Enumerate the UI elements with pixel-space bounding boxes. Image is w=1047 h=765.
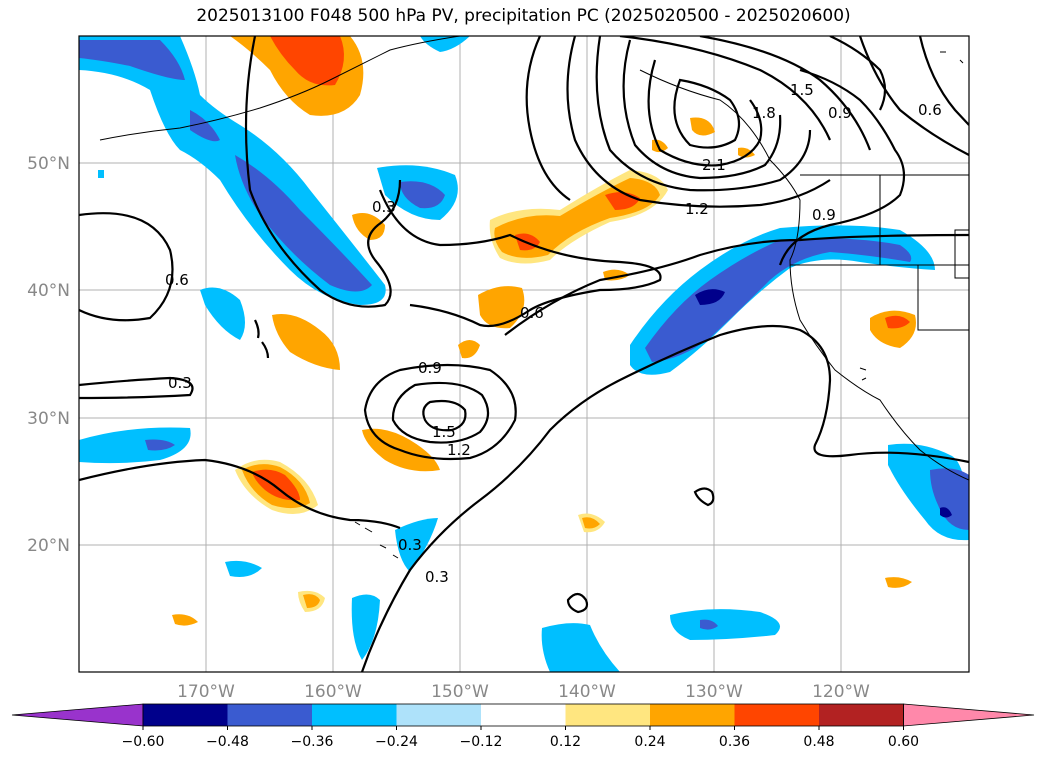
gridlines (79, 36, 969, 672)
latitude-labels: 50°N 40°N 30°N 20°N (27, 154, 70, 556)
contour-label: 0.3 (398, 536, 422, 554)
contour-label: 0.3 (425, 568, 449, 586)
map-frame (78, 35, 970, 673)
contour-label: 1.5 (790, 81, 814, 99)
contour-label: 0.9 (418, 359, 442, 377)
lat-label: 20°N (27, 536, 70, 556)
colorbar-tick-label: −0.24 (375, 734, 418, 750)
colorbar: −0.60 −0.48 −0.36 −0.24 −0.12 0.12 0.24 0.36 0.4… (11, 703, 1035, 750)
colorbar-segment (819, 704, 904, 726)
lon-label: 150°W (431, 682, 489, 702)
contour-label: 0.6 (918, 101, 942, 119)
coastlines (99, 36, 969, 559)
pv-contours (79, 36, 969, 672)
colorbar-segment (650, 704, 735, 726)
colorbar-extend-min (11, 703, 144, 727)
contour-label: 1.5 (432, 423, 456, 441)
contour-label: 0.6 (520, 304, 544, 322)
colorbar-segment (481, 704, 566, 726)
lon-label: 120°W (812, 682, 870, 702)
lon-label: 130°W (685, 682, 743, 702)
contour-label: 1.8 (752, 104, 776, 122)
colorbar-outline (142, 703, 904, 727)
lat-label: 50°N (27, 154, 70, 174)
colorbar-tick-label: 0.36 (719, 734, 750, 750)
colorbar-tick-label: −0.60 (122, 734, 165, 750)
colorbar-tick-label: 0.24 (634, 734, 665, 750)
colorbar-segment (396, 704, 481, 726)
colorbar-extend-max (903, 703, 1035, 727)
contour-label: 1.2 (447, 441, 471, 459)
colorbar-tick-label: −0.36 (291, 734, 334, 750)
lat-label: 40°N (27, 281, 70, 301)
contour-label: 0.3 (372, 198, 396, 216)
colorbar-segment (143, 704, 228, 726)
longitude-labels: 170°W 160°W 150°W 140°W 130°W 120°W (177, 682, 870, 702)
contour-label: 1.2 (685, 200, 709, 218)
map-title: 2025013100 F048 500 hPa PV, precipitatio… (196, 6, 851, 26)
colorbar-tick-label: 0.60 (888, 734, 919, 750)
colorbar-segment (227, 704, 312, 726)
lat-label: 30°N (27, 409, 70, 429)
contour-label-group: 0.6 0.3 0.3 0.9 1.5 1.2 0.6 0.3 0.3 1.2 … (165, 81, 942, 586)
lon-label: 170°W (177, 682, 235, 702)
colorbar-tick-label: 0.48 (803, 734, 834, 750)
lon-label: 160°W (304, 682, 362, 702)
contour-label: 2.1 (702, 156, 726, 174)
lon-label: 140°W (558, 682, 616, 702)
contour-label: 0.6 (165, 271, 189, 289)
colorbar-segment (565, 704, 650, 726)
contour-label: 0.9 (828, 104, 852, 122)
contour-label: 0.9 (812, 206, 836, 224)
colorbar-tick-label: 0.12 (550, 734, 581, 750)
colorbar-tick-label: −0.12 (460, 734, 503, 750)
contour-label: 0.3 (168, 374, 192, 392)
colorbar-tick-label: −0.48 (206, 734, 249, 750)
colorbar-segment (312, 704, 397, 726)
colorbar-segment (734, 704, 819, 726)
